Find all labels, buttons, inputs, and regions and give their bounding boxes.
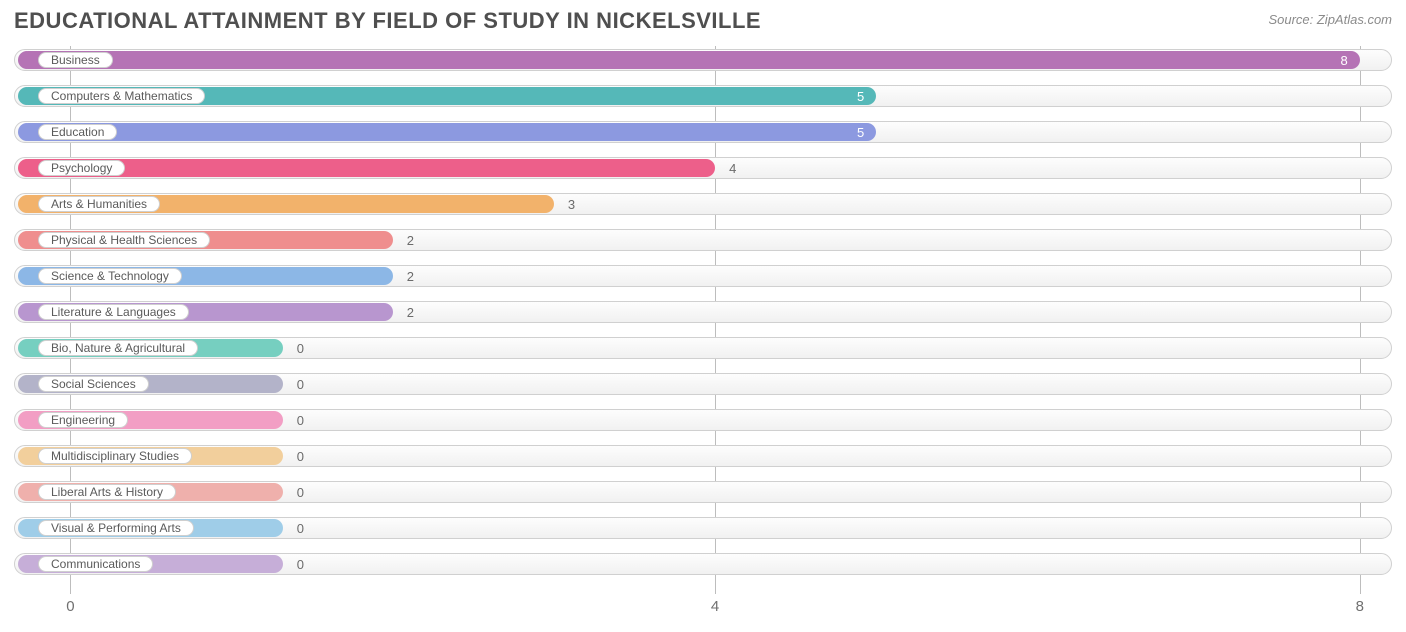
bar-value: 0 <box>289 334 312 362</box>
chart-source: Source: ZipAtlas.com <box>1268 8 1392 27</box>
chart-container: EDUCATIONAL ATTAINMENT BY FIELD OF STUDY… <box>0 0 1406 632</box>
x-tick-label: 8 <box>1356 598 1364 615</box>
bar-label: Education <box>38 124 117 140</box>
bar-row: Education 5 <box>14 118 1392 146</box>
bar-row: Science & Technology 2 <box>14 262 1392 290</box>
bar-label: Science & Technology <box>38 268 182 284</box>
chart-x-axis: 0 4 8 <box>14 598 1392 622</box>
bar-fill <box>28 159 715 177</box>
bar-value: 0 <box>289 550 312 578</box>
bar-label: Social Sciences <box>38 376 149 392</box>
chart-header: EDUCATIONAL ATTAINMENT BY FIELD OF STUDY… <box>0 0 1406 34</box>
bar-row: Liberal Arts & History 0 <box>14 478 1392 506</box>
bar-fill <box>28 51 1360 69</box>
bar-row: Social Sciences 0 <box>14 370 1392 398</box>
bar-label: Liberal Arts & History <box>38 484 176 500</box>
bar-value: 5 <box>849 118 872 146</box>
bar-value: 8 <box>1333 46 1356 74</box>
bar-row: Literature & Languages 2 <box>14 298 1392 326</box>
bar-value: 2 <box>399 298 422 326</box>
bar-row: Bio, Nature & Agricultural 0 <box>14 334 1392 362</box>
bar-value: 4 <box>721 154 744 182</box>
bar-value: 2 <box>399 262 422 290</box>
bar-label: Visual & Performing Arts <box>38 520 194 536</box>
bar-label: Literature & Languages <box>38 304 189 320</box>
bar-label: Physical & Health Sciences <box>38 232 210 248</box>
bar-label: Psychology <box>38 160 125 176</box>
bar-value: 2 <box>399 226 422 254</box>
bar-value: 0 <box>289 514 312 542</box>
x-tick-label: 4 <box>711 598 719 615</box>
bar-row: Multidisciplinary Studies 0 <box>14 442 1392 470</box>
bar-row: Computers & Mathematics 5 <box>14 82 1392 110</box>
bar-value: 0 <box>289 442 312 470</box>
bar-label: Bio, Nature & Agricultural <box>38 340 198 356</box>
bar-value: 0 <box>289 478 312 506</box>
bar-row: Communications 0 <box>14 550 1392 578</box>
bar-row: Arts & Humanities 3 <box>14 190 1392 218</box>
bar-row: Physical & Health Sciences 2 <box>14 226 1392 254</box>
bar-label: Computers & Mathematics <box>38 88 205 104</box>
bar-label: Multidisciplinary Studies <box>38 448 192 464</box>
bar-value: 3 <box>560 190 583 218</box>
bar-label: Communications <box>38 556 153 572</box>
bar-value: 5 <box>849 82 872 110</box>
bar-label: Engineering <box>38 412 128 428</box>
chart-plot-area: Business8Computers & Mathematics5Educati… <box>14 46 1392 594</box>
bar-label: Arts & Humanities <box>38 196 160 212</box>
bar-row: Engineering 0 <box>14 406 1392 434</box>
bar-row: Psychology 4 <box>14 154 1392 182</box>
bar-row: Visual & Performing Arts 0 <box>14 514 1392 542</box>
x-tick-label: 0 <box>66 598 74 615</box>
bar-value: 0 <box>289 406 312 434</box>
bar-fill <box>28 123 876 141</box>
bar-value: 0 <box>289 370 312 398</box>
chart-title: EDUCATIONAL ATTAINMENT BY FIELD OF STUDY… <box>14 8 761 34</box>
bar-label: Business <box>38 52 113 68</box>
bar-row: Business 8 <box>14 46 1392 74</box>
